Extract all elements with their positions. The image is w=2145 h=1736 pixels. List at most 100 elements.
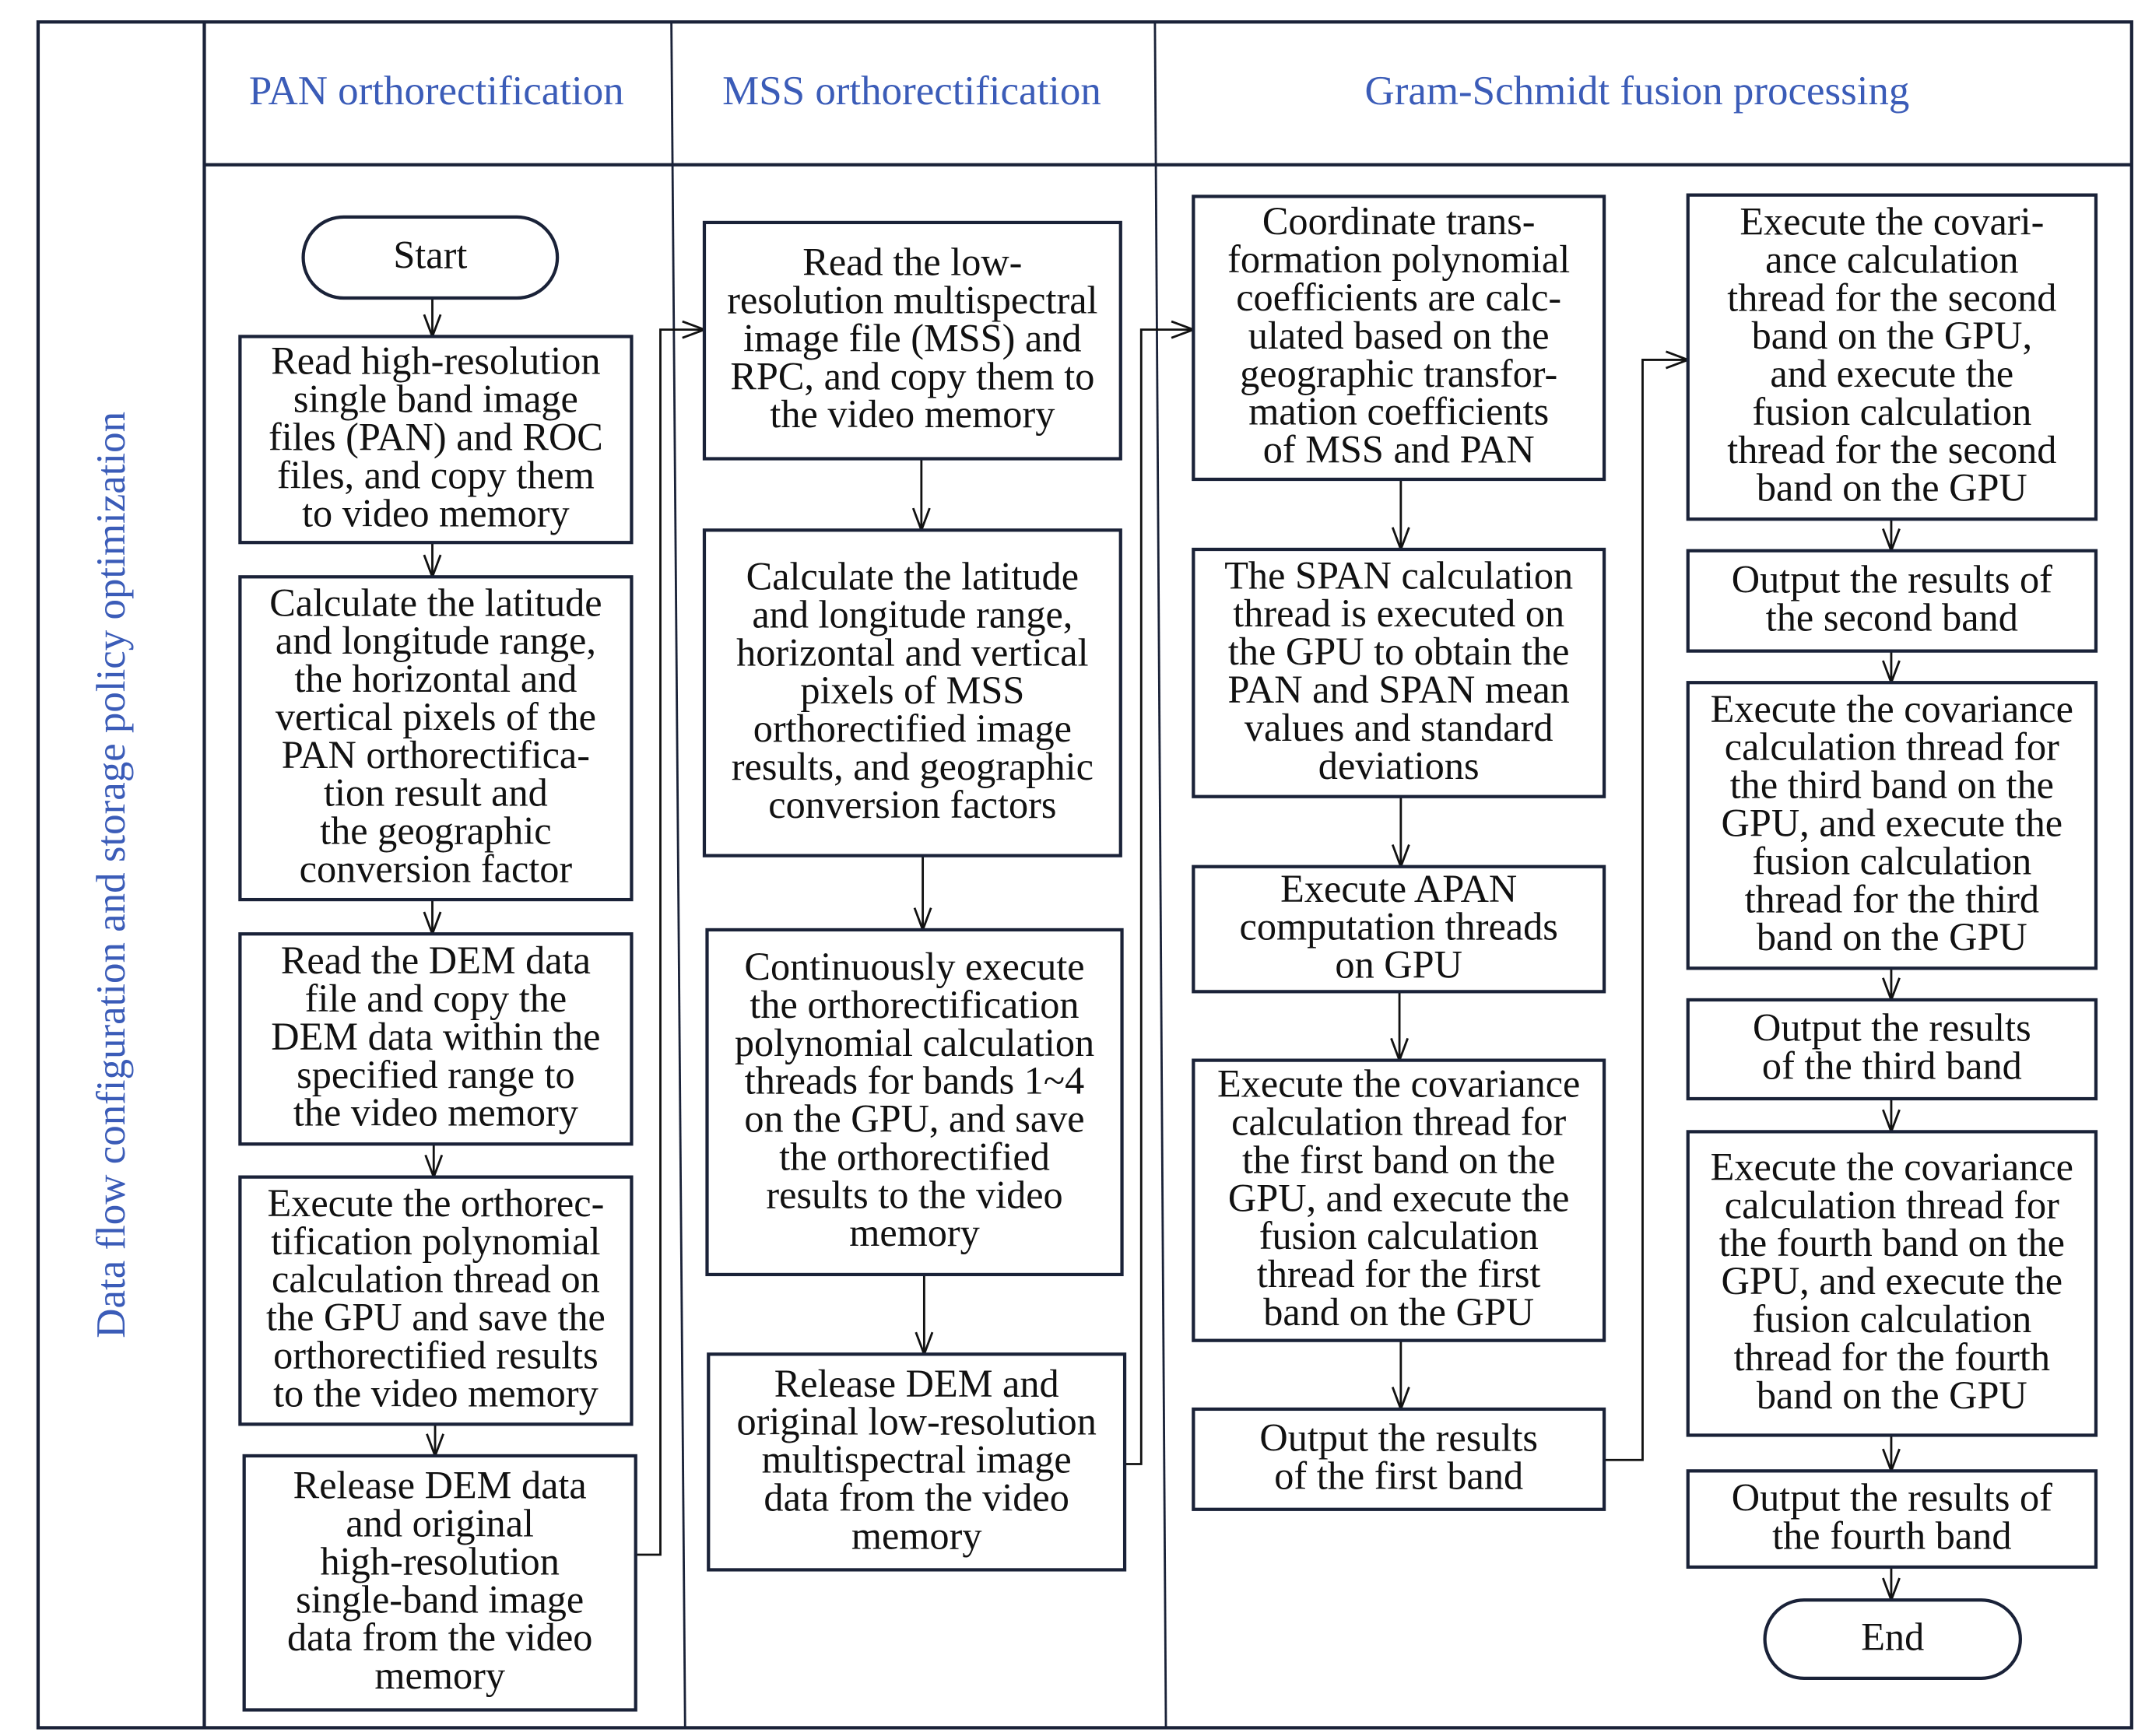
node-text-line: files, and copy them — [277, 453, 595, 496]
node-text-line: orthorectified results — [273, 1334, 599, 1377]
node-text-line: original low-resolution — [736, 1400, 1096, 1443]
node-text-line: calculation thread for — [1725, 725, 2059, 769]
node-text-line: and execute the — [1770, 352, 2013, 395]
node-mss1: Read the low-resolution multispectralima… — [702, 220, 1122, 461]
node-text-line: on the GPU, and save — [744, 1097, 1084, 1141]
node-text-line: horizontal and vertical — [736, 630, 1088, 674]
node-text-line: Execute the covariance — [1711, 1145, 2073, 1188]
node-text-line: specified range to — [297, 1053, 575, 1096]
node-text-line: Execute the covariance — [1711, 687, 2073, 731]
node-text-line: the third band on the — [1730, 763, 2054, 807]
process-box — [1686, 1469, 2098, 1569]
lane-divider-1 — [670, 22, 686, 1728]
node-text-line: RPC, and copy them to — [730, 354, 1094, 398]
node-text-line: band on the GPU — [1757, 1373, 2027, 1417]
node-text-line: conversion factor — [300, 847, 573, 891]
swimlane-frame — [36, 20, 2133, 1730]
node-text-line: fusion calculation — [1752, 839, 2031, 882]
node-text-line: calculation thread on — [272, 1257, 600, 1301]
node-text-line: DEM data within the — [271, 1015, 600, 1058]
node-text-line: Output the results — [1753, 1006, 2031, 1050]
node-text-line: and longitude range, — [276, 619, 596, 662]
node-text-line: Release DEM data — [293, 1464, 587, 1507]
connector-gs5-gs6 — [1604, 359, 1688, 1461]
node-text-line: polynomial calculation — [735, 1021, 1094, 1064]
side-label: Data flow configuration and storage poli… — [89, 412, 134, 1338]
outer-border — [36, 20, 2133, 1730]
node-text-line: End — [1861, 1615, 1924, 1658]
node-text-line: Execute the covariance — [1217, 1062, 1580, 1106]
node-text-line: Execute the covari- — [1740, 199, 2044, 243]
node-text-line: PAN and SPAN mean — [1228, 668, 1570, 711]
process-box — [1686, 998, 2098, 1101]
process-box — [1686, 681, 2098, 970]
node-text-line: Release DEM and — [774, 1362, 1059, 1405]
node-text-line: image file (MSS) and — [743, 316, 1081, 359]
node-text-line: the GPU and save the — [266, 1296, 606, 1339]
node-text-line: fusion calculation — [1752, 390, 2031, 433]
node-text-line: ulated based on the — [1248, 314, 1550, 357]
node-text-line: formation polynomial — [1227, 237, 1570, 281]
node-text-line: data from the video — [764, 1475, 1069, 1519]
node-text-line: to the video memory — [273, 1371, 599, 1415]
node-text-line: The SPAN calculation — [1224, 553, 1573, 597]
node-text-line: the fourth band — [1772, 1513, 2011, 1557]
node-text-line: Output the results — [1259, 1416, 1538, 1460]
node-text-line: of the first band — [1274, 1454, 1523, 1497]
node-text-line: of MSS and PAN — [1263, 428, 1535, 472]
node-text-line: the first band on the — [1242, 1138, 1555, 1181]
node-text-line: GPU, and execute the — [1228, 1176, 1570, 1219]
node-text-line: Start — [393, 233, 467, 277]
lane-divider-2 — [1153, 22, 1167, 1728]
node-text-line: Continuously execute — [744, 945, 1084, 988]
node-text-line: Execute the orthorec- — [267, 1181, 604, 1225]
terminator-shape — [1763, 1598, 2022, 1680]
node-text-line: single-band image — [296, 1577, 584, 1621]
node-text-line: calculation thread for — [1725, 1183, 2059, 1226]
node-text-line: Calculate the latitude — [269, 580, 602, 624]
node-text-line: fusion calculation — [1259, 1214, 1539, 1257]
node-text-line: single band image — [293, 377, 578, 421]
node-text-line: the GPU to obtain the — [1228, 630, 1570, 673]
node-gs6: Execute the covari-ance calculationthrea… — [1686, 193, 2098, 521]
node-text-line: geographic transfor- — [1240, 352, 1557, 395]
node-text-line: files (PAN) and ROC — [269, 415, 603, 458]
node-text-line: thread for the second — [1727, 428, 2056, 472]
process-box — [238, 335, 634, 545]
node-text-line: Read the DEM data — [281, 938, 591, 982]
node-text-line: Read high-resolution — [271, 339, 600, 383]
node-text-line: the fourth band on the — [1719, 1221, 2065, 1264]
node-text-line: calculation thread for — [1231, 1100, 1566, 1144]
node-text-line: conversion factors — [768, 783, 1056, 826]
node-text-line: thread for the fourth — [1734, 1335, 2050, 1379]
connector-pan5-mss1 — [635, 328, 704, 1556]
node-end: End — [1763, 1598, 2022, 1680]
process-box — [1192, 547, 1606, 798]
process-box — [238, 1175, 634, 1426]
node-text-line: pixels of MSS — [800, 668, 1024, 712]
node-text-line: tification polynomial — [271, 1219, 600, 1263]
node-text-line: Execute APAN — [1280, 867, 1517, 910]
node-text-line: memory — [851, 1513, 982, 1557]
node-text-line: band on the GPU — [1757, 466, 2027, 510]
lane-title-pan: PAN orthorectification — [249, 68, 624, 114]
node-text-line: results, and geographic — [732, 745, 1094, 788]
node-text-line: GPU, and execute the — [1722, 1259, 2063, 1303]
node-text-line: on GPU — [1335, 943, 1462, 987]
process-box — [1192, 195, 1606, 482]
process-box — [238, 575, 634, 902]
node-start: Start — [301, 215, 560, 300]
